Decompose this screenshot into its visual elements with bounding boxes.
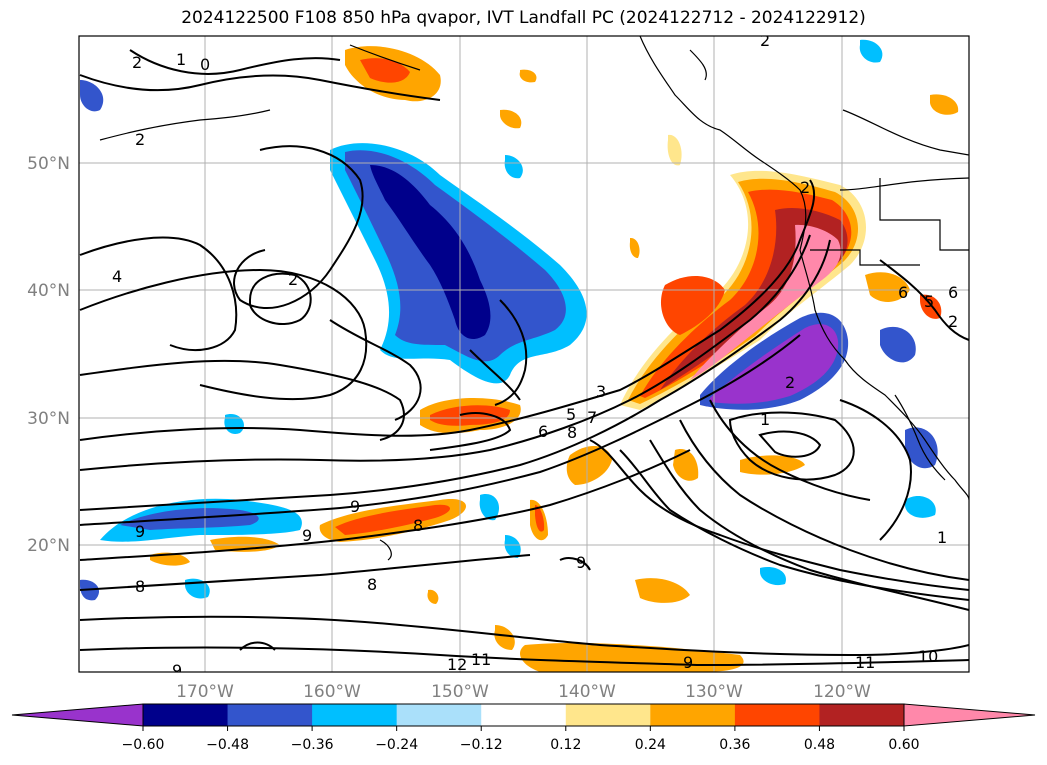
contour-label: 8 xyxy=(135,577,145,596)
colorbar-segment xyxy=(734,704,820,726)
lon-label-140w: 140°W xyxy=(558,682,616,702)
colorbar-segment xyxy=(819,704,905,726)
lat-label-40n: 40°N xyxy=(27,281,70,301)
contour-label: 9 xyxy=(350,497,360,516)
map-content: 2 1 0 2 2 4 2 3 5 6 7 8 1 2 9 9 9 8 8 8 … xyxy=(79,31,969,680)
colorbar-tick-label: 0.60 xyxy=(888,737,919,753)
map-title: 2024122500 F108 850 hPa qvapor, IVT Land… xyxy=(181,8,866,28)
contour-label: 2 xyxy=(135,130,145,149)
contour-label: 11 xyxy=(471,650,491,669)
longitude-labels: 170°W 160°W 150°W 140°W 130°W 120°W xyxy=(176,682,871,702)
colorbar-tick-label: −0.36 xyxy=(291,737,334,753)
colorbar-tick-label: 0.48 xyxy=(804,737,835,753)
contour-label: 2 xyxy=(785,373,795,392)
contour-label: 1 xyxy=(937,528,947,547)
colorbar-segment xyxy=(312,704,398,726)
lon-label-120w: 120°W xyxy=(813,682,871,702)
colorbar-tick-label: −0.12 xyxy=(460,737,503,753)
contour-label: 3 xyxy=(596,382,606,401)
colorbar-extend-high xyxy=(903,703,1036,727)
contour-label: 5 xyxy=(924,292,934,311)
lon-label-150w: 150°W xyxy=(431,682,489,702)
lat-label-50n: 50°N xyxy=(27,154,70,174)
contour-label: 4 xyxy=(112,267,122,286)
lat-label-20n: 20°N xyxy=(27,536,70,556)
colorbar-tick-label: −0.48 xyxy=(206,737,249,753)
contour-label: 2 xyxy=(800,178,810,197)
colorbar-outline xyxy=(142,703,905,727)
lon-label-170w: 170°W xyxy=(176,682,234,702)
contour-label: 5 xyxy=(566,405,576,424)
colorbar-segment xyxy=(650,704,736,726)
contour-label: 2 xyxy=(288,270,298,289)
colorbar-tick-label: −0.60 xyxy=(122,737,165,753)
contour-label: 8 xyxy=(567,423,577,442)
contour-label: 6 xyxy=(948,283,958,302)
contour-label: 10 xyxy=(918,647,938,666)
colorbar-tick-label: −0.24 xyxy=(375,737,418,753)
lon-label-130w: 130°W xyxy=(685,682,743,702)
colorbar-tick-label: 0.36 xyxy=(719,737,750,753)
colorbar-tick-label: 0.12 xyxy=(550,737,581,753)
contour-label: 8 xyxy=(413,516,423,535)
contour-labels: 2 1 0 2 2 4 2 3 5 6 7 8 1 2 9 9 9 8 8 8 … xyxy=(112,31,958,680)
ivt-contours xyxy=(79,49,969,667)
colorbar-segment xyxy=(481,704,567,726)
contour-label: 0 xyxy=(200,55,210,74)
lat-label-30n: 30°N xyxy=(27,409,70,429)
contour-label: 7 xyxy=(587,408,597,427)
contour-label: 8 xyxy=(367,575,377,594)
colorbar-segment xyxy=(565,704,651,726)
contour-label: 6 xyxy=(538,422,548,441)
colorbar-segment xyxy=(227,704,313,726)
colorbar-tick-label: 0.24 xyxy=(635,737,666,753)
contour-label: 11 xyxy=(855,653,875,672)
contour-label: 9 xyxy=(172,661,182,680)
contour-label: 12 xyxy=(447,655,467,674)
colorbar-extend-low xyxy=(11,703,144,727)
contour-label: 9 xyxy=(576,553,586,572)
contour-label: 2 xyxy=(948,312,958,331)
coastlines xyxy=(99,36,969,561)
contour-label: 9 xyxy=(302,526,312,545)
latitude-labels: 50°N 40°N 30°N 20°N xyxy=(27,154,70,556)
contour-label: 1 xyxy=(176,50,186,69)
contour-label: 9 xyxy=(683,653,693,672)
contour-label: 6 xyxy=(898,283,908,302)
contour-label: 9 xyxy=(135,522,145,541)
colorbar: −0.60 −0.48 −0.36 −0.24 −0.12 0.12 0.24 0.36 0.4… xyxy=(11,703,1036,753)
contour-label: 1 xyxy=(760,410,770,429)
colorbar-segment xyxy=(396,704,482,726)
map-frame xyxy=(78,35,970,673)
contour-label: 2 xyxy=(132,53,142,72)
lon-label-160w: 160°W xyxy=(303,682,361,702)
colorbar-segment xyxy=(143,704,229,726)
contour-label: 2 xyxy=(760,31,770,50)
